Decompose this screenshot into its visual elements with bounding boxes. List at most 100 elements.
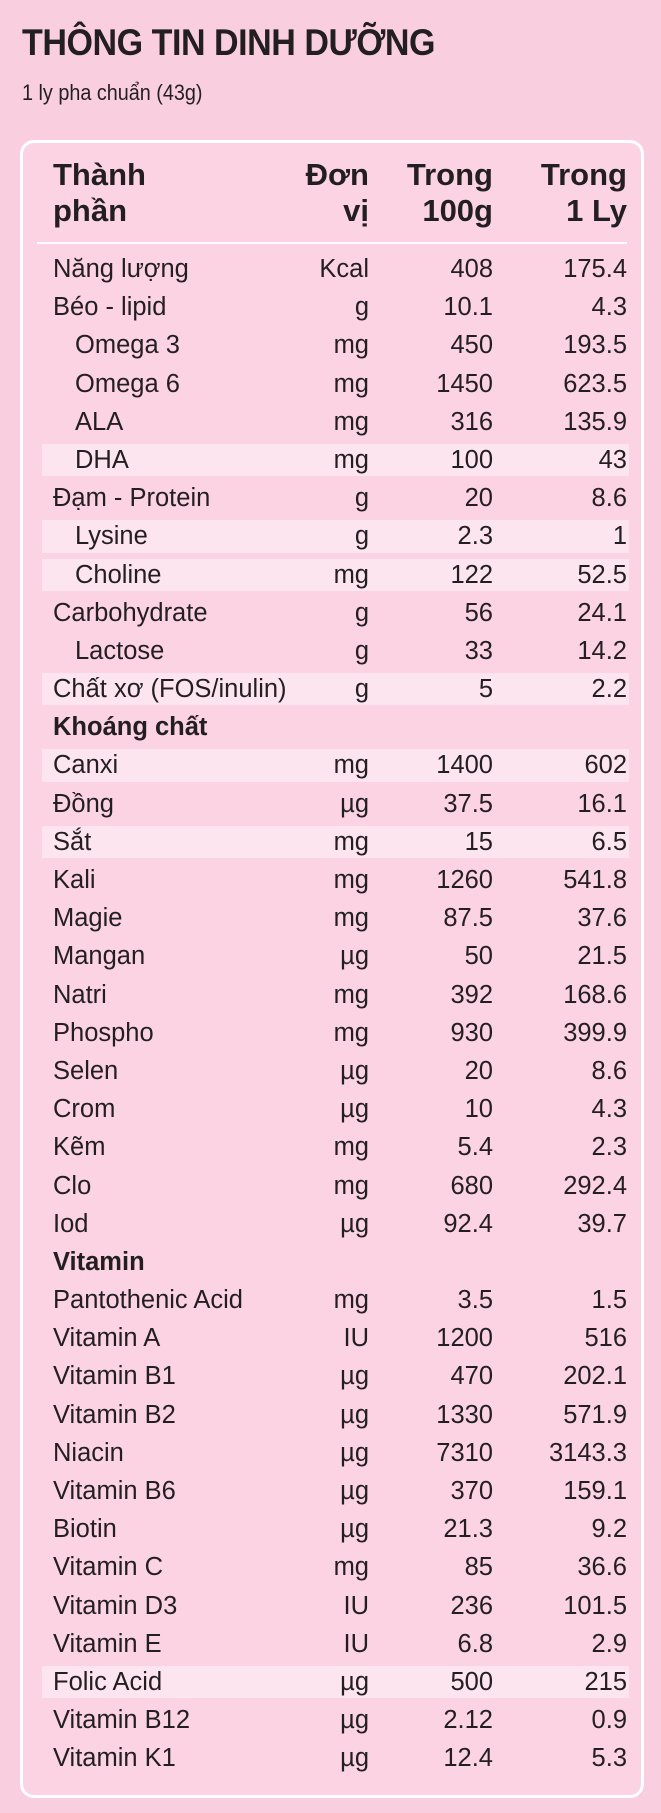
unit-cell: µg [340,1209,369,1238]
per-cup-value: 516 [584,1324,627,1353]
nutrient-name: Kẽm [53,1133,106,1162]
unit-cell: µg [340,1095,369,1124]
per-100g-value: 6.8 [457,1629,493,1658]
table-row: Vitamin B6 µg 370 159.1 [23,1471,641,1509]
table-row: Béo - lipid g 10.1 4.3 [23,287,641,325]
per-cup-value: 3143.3 [549,1438,627,1467]
header-per-cup: Trong 1 Ly [540,157,627,228]
nutrient-name: Vitamin D3 [53,1591,178,1620]
per-100g-value: 87.5 [443,904,493,933]
table-row: Clo mg 680 292.4 [23,1166,641,1204]
per-cup-value: 43 [598,445,627,474]
unit-cell: mg [333,331,369,360]
per-100g-value: 5.4 [457,1133,493,1162]
unit-cell: mg [333,445,369,474]
nutrient-name: Biotin [53,1515,117,1544]
section-header: Khoáng chất [23,707,641,745]
nutrient-name: Iod [53,1209,89,1238]
unit-cell: mg [333,1018,369,1047]
per-cup-value: 16.1 [577,789,627,818]
per-100g-value: 392 [450,980,493,1009]
table-row: Lysine g 2.3 1 [23,516,641,554]
table-header: Thành phần Đơn vị Trong 100g Trong 1 Ly [23,143,641,243]
unit-cell: mg [333,827,369,856]
per-cup-value: 5.3 [591,1744,627,1773]
table-row: Choline mg 122 52.5 [23,555,641,593]
per-cup-value: 101.5 [563,1591,627,1620]
nutrient-name: Folic Acid [53,1667,163,1696]
table-row: Sắt mg 15 6.5 [23,822,641,860]
unit-cell: mg [333,369,369,398]
per-100g-value: 33 [464,636,493,665]
table-row: Omega 3 mg 450 193.5 [23,325,641,363]
per-100g-value: 92.4 [443,1209,493,1238]
table-row: Kẽm mg 5.4 2.3 [23,1127,641,1165]
unit-cell: µg [340,1515,369,1544]
per-100g-value: 2.12 [443,1706,493,1735]
unit-cell: mg [333,866,369,894]
unit-cell: g [354,598,369,627]
table-row: Vitamin C mg 85 36.6 [23,1547,641,1585]
section-title: Vitamin [53,1247,145,1276]
table-row: Natri mg 392 168.6 [23,975,641,1013]
per-100g-value: 20 [464,484,493,513]
nutrient-name: Vitamin C [53,1553,164,1582]
per-100g-value: 3.5 [457,1286,493,1315]
per-cup-value: 0.9 [591,1706,627,1735]
nutrient-name: Vitamin B1 [53,1362,176,1391]
table-row: Crom µg 10 4.3 [23,1089,641,1127]
table-row: Niacin µg 7310 3143.3 [23,1433,641,1471]
nutrient-name: Vitamin A [53,1324,161,1353]
unit-cell: g [354,675,369,704]
per-100g-value: 500 [450,1667,493,1696]
per-cup-value: 6.5 [591,827,627,856]
nutrient-name: Natri [53,980,107,1009]
per-100g-value: 21.3 [443,1515,493,1544]
per-cup-value: 2.2 [591,675,627,704]
nutrient-name: Omega 6 [75,369,180,398]
table-row: Phospho mg 930 399.9 [23,1013,641,1051]
table-row: Vitamin E IU 6.8 2.9 [23,1624,641,1662]
per-100g-value: 930 [450,1018,493,1047]
unit-cell: µg [340,1744,369,1773]
unit-cell: g [354,484,369,513]
per-100g-value: 1200 [436,1324,493,1353]
per-100g-value: 316 [450,407,493,436]
unit-cell: IU [343,1629,370,1658]
nutrient-name: Carbohydrate [53,598,208,627]
per-100g-value: 370 [450,1477,493,1505]
per-100g-value: 122 [450,560,493,589]
per-100g-value: 450 [450,331,493,360]
nutrient-name: Vitamin B12 [53,1706,191,1735]
per-cup-value: 1.5 [591,1286,627,1315]
per-cup-value: 4.3 [591,293,627,322]
per-cup-value: 202.1 [563,1362,627,1391]
unit-cell: IU [343,1324,370,1353]
unit-cell: g [354,293,369,322]
table-row: Đạm - Protein g 20 8.6 [23,478,641,516]
per-100g-value: 56 [464,598,493,627]
per-cup-value: 571.9 [563,1400,627,1429]
table-row: Vitamin D3 IU 236 101.5 [23,1586,641,1624]
per-cup-value: 623.5 [563,369,627,398]
per-100g-value: 470 [450,1362,493,1391]
header-per-100g: Trong 100g [406,157,493,228]
per-cup-value: 8.6 [591,484,627,513]
unit-cell: µg [340,1667,369,1696]
per-cup-value: 21.5 [577,942,627,971]
per-cup-value: 175.4 [563,255,627,283]
header-unit: Đơn vị [305,157,369,228]
table-row: Mangan µg 50 21.5 [23,936,641,974]
table-row: Folic Acid µg 500 215 [23,1662,641,1700]
nutrient-name: Mangan [53,942,146,971]
serving-size-subtitle: 1 ly pha chuẩn (43g) [22,80,203,105]
unit-cell: mg [333,1171,369,1200]
unit-cell: µg [340,1362,369,1391]
nutrient-name: Lactose [75,636,165,665]
per-cup-value: 135.9 [563,407,627,436]
nutrient-name: Béo - lipid [53,293,167,322]
per-cup-value: 1 [612,522,627,551]
table-row: Magie mg 87.5 37.6 [23,898,641,936]
table-row: Omega 6 mg 1450 623.5 [23,364,641,402]
nutrient-name: Phospho [53,1018,154,1047]
